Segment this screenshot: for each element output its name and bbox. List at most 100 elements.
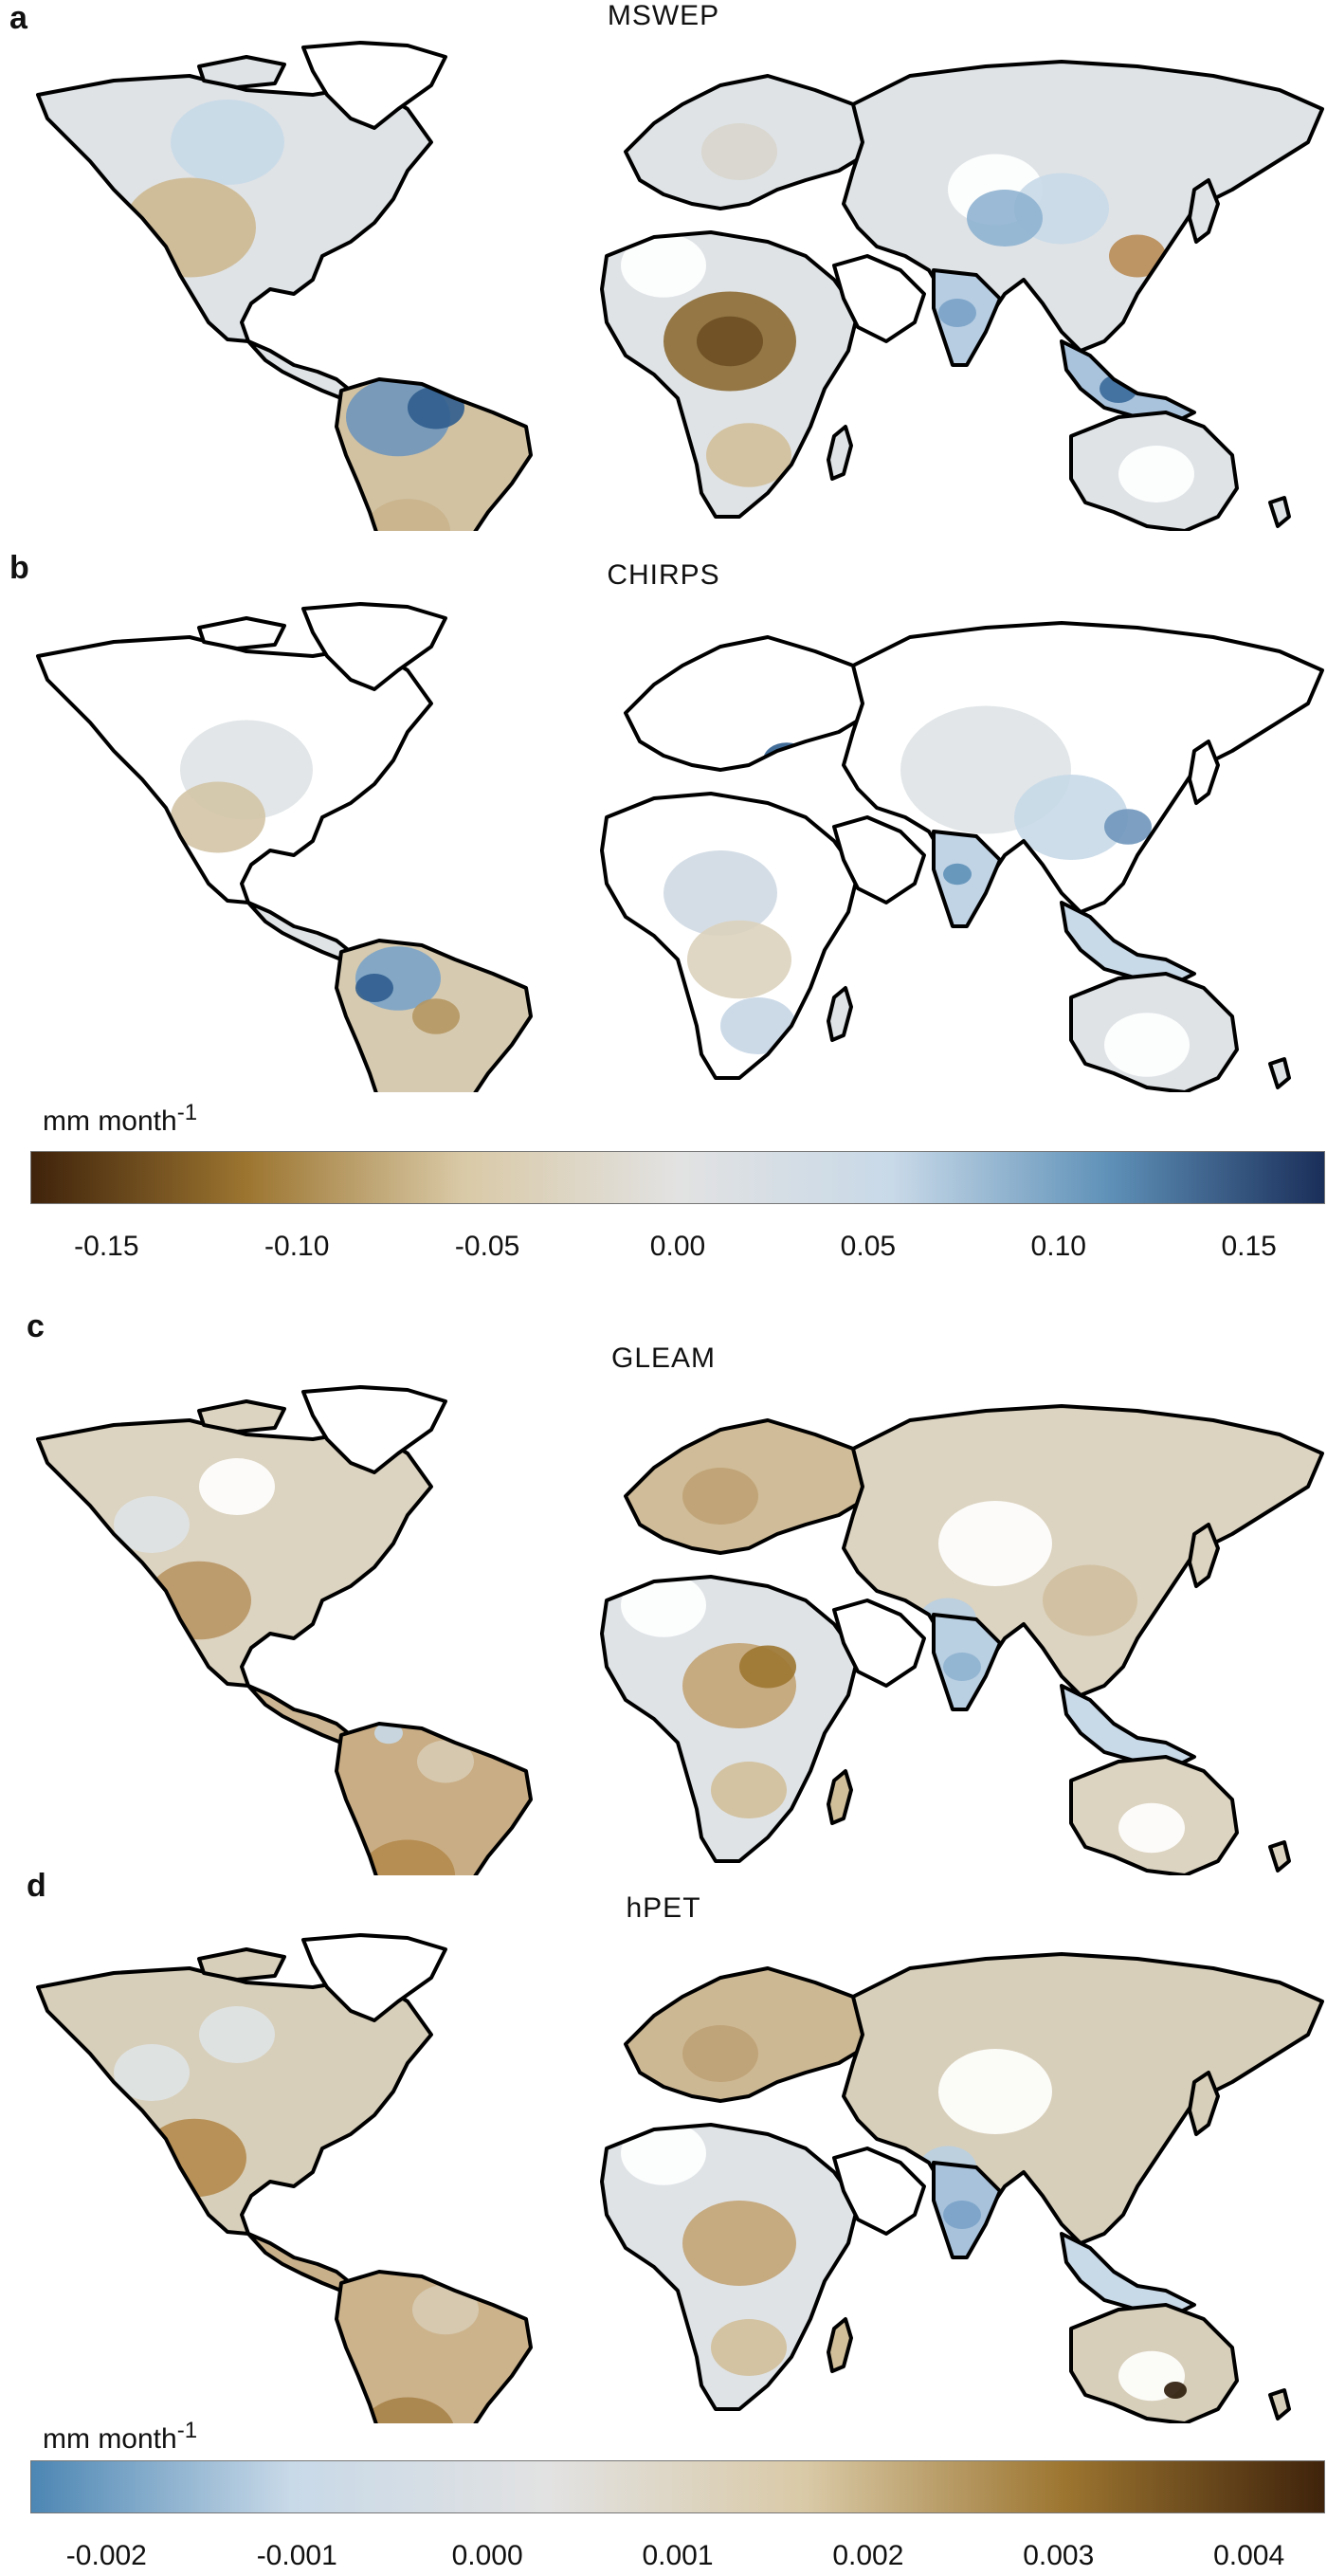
value-region (706, 423, 791, 487)
landmass-se-asia (1060, 901, 1196, 985)
landmass-north-america (36, 635, 433, 904)
coastline (301, 1933, 447, 2022)
value-region (171, 781, 265, 853)
value-region (1104, 809, 1152, 845)
landmass-japan (1188, 740, 1220, 805)
tick-label: 0.003 (1023, 2540, 1095, 2571)
landmass-canada-islands (197, 55, 286, 89)
value-region (1164, 2382, 1187, 2399)
landmass-arabia (832, 815, 926, 904)
value-region (739, 1645, 796, 1689)
value-region (1014, 775, 1128, 860)
value-region (720, 997, 796, 1054)
coastline (600, 1575, 860, 1863)
tick-label: 0.15 (1221, 1231, 1277, 1262)
value-region (943, 863, 972, 886)
landmass-arabia (832, 254, 926, 343)
coastline (624, 1966, 874, 2103)
value-region (621, 2125, 706, 2185)
landmass-se-asia (1060, 1684, 1196, 1768)
coastline (197, 1399, 286, 1434)
coastline (842, 1404, 1324, 1697)
coastline (335, 939, 533, 1092)
value-region (123, 177, 256, 278)
landmass-south-america (335, 377, 533, 531)
value-region (417, 1740, 474, 1783)
landmass-india (932, 2161, 1002, 2259)
landmass-africa (600, 2123, 860, 2411)
coastline (1069, 411, 1239, 531)
coastline (624, 74, 874, 210)
value-region (701, 123, 777, 180)
value-region (621, 233, 706, 298)
value-region (199, 2006, 275, 2063)
value-region (711, 1762, 787, 1818)
landmass-greenland (301, 41, 447, 130)
landmass-central-america (246, 1684, 353, 1745)
landmass-europe (624, 635, 874, 772)
coastline (335, 2270, 533, 2423)
landmass-australia (1069, 2303, 1239, 2423)
tick-label: -0.002 (65, 2540, 147, 2571)
landmass-greenland (301, 1933, 447, 2022)
landmass-canada-islands (197, 616, 286, 650)
landmass-india (932, 268, 1002, 367)
panel-letter-c: c (27, 1308, 45, 1344)
value-region (711, 2319, 787, 2376)
value-region (938, 299, 976, 327)
coastline (842, 60, 1324, 353)
world-map-mswep (36, 41, 1324, 531)
landmass-japan (1188, 1523, 1220, 1588)
coastline (827, 425, 853, 481)
value-region (1118, 1802, 1185, 1854)
coastline (832, 254, 926, 343)
world-map-gleam (36, 1385, 1324, 1875)
landmass-new-zealand (1268, 2388, 1291, 2421)
landmass-europe (624, 1418, 874, 1555)
value-region (408, 386, 464, 429)
landmass-new-zealand (1268, 1057, 1291, 1089)
coastline (1188, 1523, 1220, 1588)
landmass-africa (600, 792, 860, 1080)
legend-bottom-unit: mm month-1 (43, 2418, 198, 2455)
coastline (197, 1947, 286, 1982)
tick-label: 0.002 (832, 2540, 904, 2571)
landmass-africa (600, 230, 860, 519)
landmass-europe (624, 1966, 874, 2103)
coastline (335, 377, 533, 531)
landmass-india (932, 1613, 1002, 1711)
panel-title-gleam: GLEAM (610, 1343, 717, 1374)
coastline (197, 55, 286, 89)
landmass-canada-islands (197, 1947, 286, 1982)
panel-title-chirps: CHIRPS (607, 559, 720, 591)
legend-top-unit: mm month-1 (43, 1100, 198, 1137)
landmass-central-america (246, 339, 353, 400)
value-region (943, 2201, 981, 2229)
coastline (1268, 2388, 1291, 2421)
coastline (624, 1418, 874, 1555)
coastline (1069, 1755, 1239, 1875)
landmass-south-america (335, 2270, 533, 2423)
legend-bottom-colorbar (30, 2460, 1325, 2513)
landmass-australia (1069, 972, 1239, 1092)
landmass-australia (1069, 411, 1239, 531)
value-region (171, 100, 284, 185)
coastline (197, 616, 286, 650)
value-region (412, 2284, 479, 2335)
coastline (1188, 178, 1220, 244)
value-region (1118, 446, 1194, 502)
tick-label: -0.05 (454, 1231, 520, 1262)
landmass-new-zealand (1268, 496, 1291, 528)
coastline (301, 602, 447, 691)
value-region (697, 316, 763, 367)
coastline (827, 986, 853, 1042)
coastline (932, 830, 1002, 928)
world-map-hpet (36, 1933, 1324, 2423)
value-region (114, 1496, 190, 1553)
tick-label: 0.05 (840, 1231, 897, 1262)
value-region (147, 1561, 251, 1640)
coastline (1188, 740, 1220, 805)
coastline (1060, 1684, 1196, 1768)
coastline (842, 1952, 1324, 2245)
landmass-africa (600, 1575, 860, 1863)
